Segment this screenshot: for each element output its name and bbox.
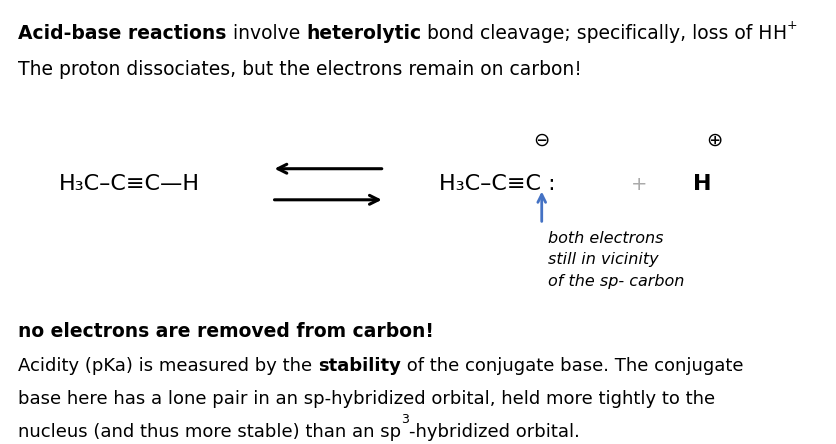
Text: no electrons are removed from carbon!: no electrons are removed from carbon! bbox=[18, 322, 434, 341]
Text: +: + bbox=[787, 19, 798, 32]
Text: The proton dissociates, but the electrons remain on carbon!: The proton dissociates, but the electron… bbox=[18, 60, 582, 79]
Text: H: H bbox=[693, 174, 711, 194]
Text: +: + bbox=[631, 175, 648, 194]
Text: involve: involve bbox=[227, 24, 306, 44]
Text: Acidity (pKa) is measured by the: Acidity (pKa) is measured by the bbox=[18, 357, 319, 375]
Text: H₃C–C≡C—H: H₃C–C≡C—H bbox=[59, 174, 200, 194]
Text: heterolytic: heterolytic bbox=[306, 24, 421, 44]
Text: 3: 3 bbox=[401, 413, 410, 426]
Text: H₃C–C≡C :: H₃C–C≡C : bbox=[439, 174, 556, 194]
Text: stability: stability bbox=[319, 357, 401, 375]
Text: base here has a lone pair in an sp-hybridized orbital, held more tightly to the: base here has a lone pair in an sp-hybri… bbox=[18, 390, 716, 408]
Text: -hybridized orbital.: -hybridized orbital. bbox=[410, 423, 580, 441]
Text: both electrons
still in vicinity
of the sp- carbon: both electrons still in vicinity of the … bbox=[548, 231, 684, 289]
Text: Acid-base reactions: Acid-base reactions bbox=[18, 24, 227, 44]
Text: ⊕: ⊕ bbox=[706, 131, 723, 149]
Text: H: H bbox=[772, 24, 787, 44]
Text: of the conjugate base. The conjugate: of the conjugate base. The conjugate bbox=[401, 357, 744, 375]
Text: bond cleavage; specifically, loss of H: bond cleavage; specifically, loss of H bbox=[421, 24, 772, 44]
Text: nucleus (and thus more stable) than an sp: nucleus (and thus more stable) than an s… bbox=[18, 423, 401, 441]
Text: ⊖: ⊖ bbox=[533, 131, 550, 149]
